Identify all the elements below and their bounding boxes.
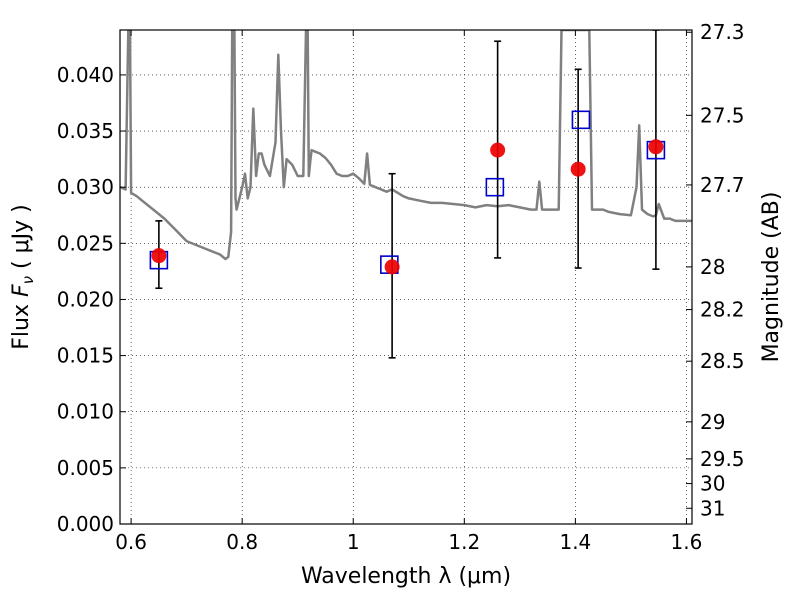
y-axis-label-symbol: F: [9, 284, 34, 297]
y-tick-label: 0.010: [57, 400, 114, 424]
y-tick-label: 0.025: [57, 231, 114, 255]
y2-axis-label: Magnitude (AB): [759, 192, 784, 363]
flux-circle-marker: [151, 248, 167, 264]
x-axis-label: Wavelength λ (μm): [301, 564, 511, 589]
mag-tick-label: 28: [700, 255, 725, 279]
y-axis-label: Flux Fν ( μJy ): [9, 204, 37, 349]
x-tick-label: 0.8: [226, 530, 258, 554]
x-tick-label: 0.6: [115, 530, 147, 554]
mag-tick-label: 29: [700, 410, 725, 434]
x-tick-label: 1.2: [448, 530, 480, 554]
y-tick-label: 0.040: [57, 63, 114, 87]
model-square-marker: [485, 177, 505, 197]
y-axis-label-prefix: Flux: [9, 297, 34, 350]
y-tick-label: 0.030: [57, 175, 114, 199]
mag-tick-label: 31: [700, 496, 725, 520]
flux-circle-marker: [570, 161, 586, 177]
flux-circle-marker: [648, 139, 664, 155]
y-tick-label: 0.000: [57, 512, 114, 536]
flux-circle-marker: [490, 142, 506, 158]
y-tick-label: 0.020: [57, 287, 114, 311]
model-square-marker: [571, 110, 591, 130]
x-tick-label: 1.6: [671, 530, 703, 554]
x-tick-label: 1.4: [559, 530, 591, 554]
y-tick-label: 0.005: [57, 456, 114, 480]
mag-tick-label: 27.5: [700, 103, 745, 127]
mag-tick-label: 30: [700, 472, 725, 496]
marker-layer: [149, 110, 666, 275]
y-tick-label: 0.035: [57, 119, 114, 143]
plot-area: [120, 30, 692, 524]
mag-tick-label: 28.2: [700, 298, 745, 322]
plot-frame: [119, 29, 693, 525]
mag-tick-label: 29.5: [700, 447, 745, 471]
mag-tick-label: 28.5: [700, 349, 745, 373]
spectrum-line: [120, 30, 692, 261]
axis-ticks: 0.6 0.8 1 1.2 1.4 1.6 0.000 0.005 0.010 0.015 0.02…: [57, 20, 745, 554]
mag-tick-label: 27.3: [700, 20, 745, 44]
y-axis-label-subscript: ν: [19, 276, 37, 284]
y-axis-label-suffix: ( μJy ): [9, 204, 34, 276]
mag-tick-label: 27.7: [700, 173, 745, 197]
y-tick-label: 0.015: [57, 344, 114, 368]
x-tick-label: 1: [347, 530, 360, 554]
spectrum-layer: [120, 30, 692, 261]
flux-circle-marker: [384, 259, 400, 275]
